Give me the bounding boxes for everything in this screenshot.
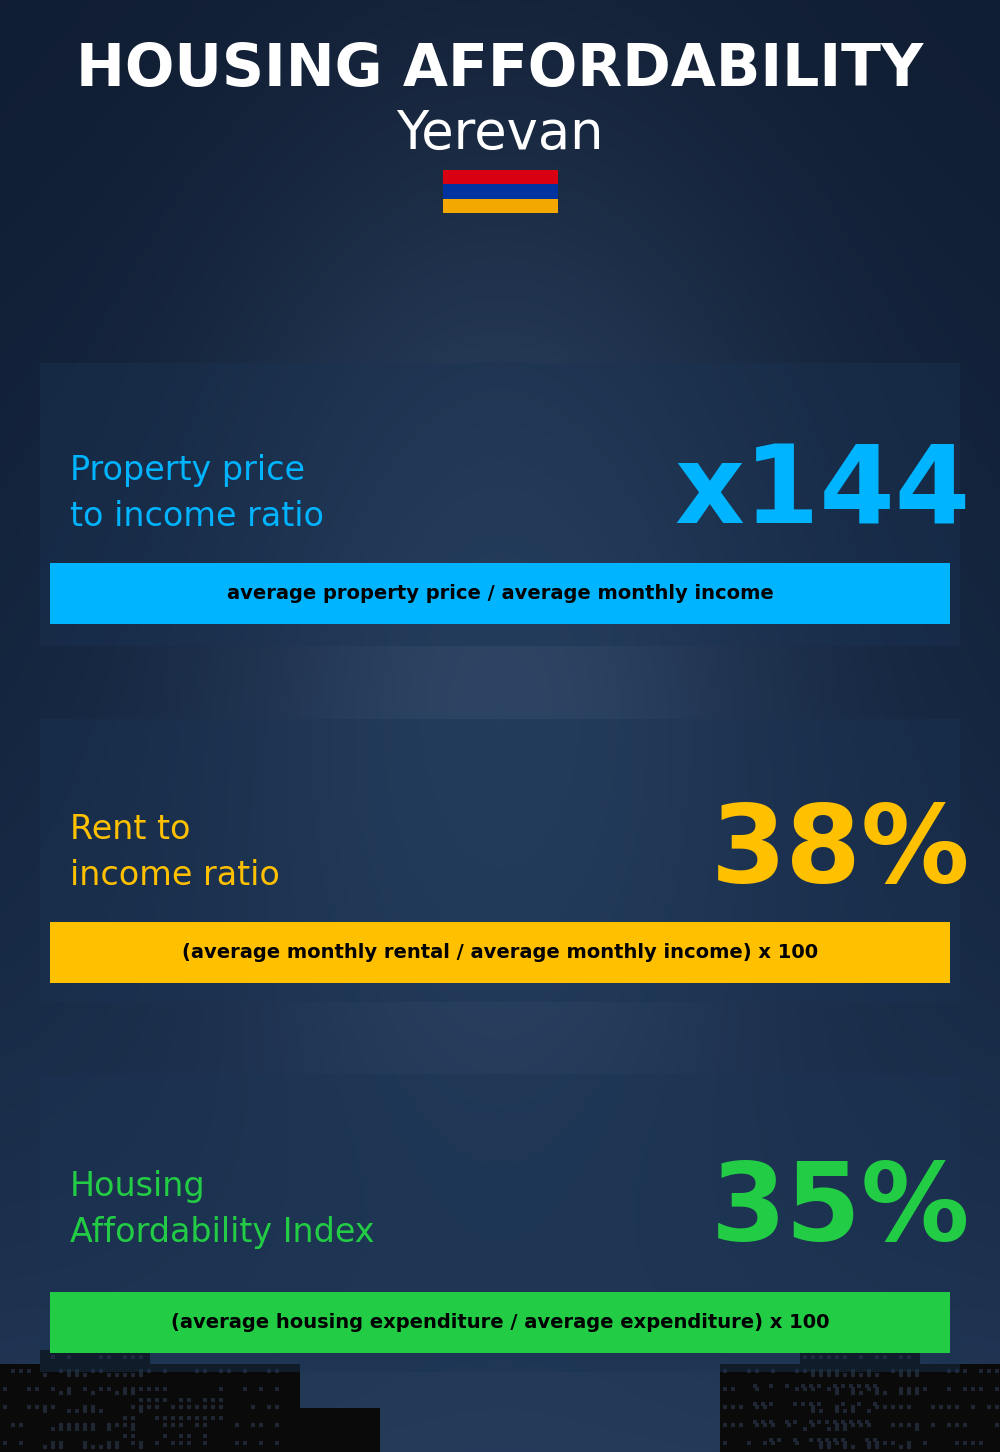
Bar <box>40 719 960 1002</box>
Text: 35%: 35% <box>710 1156 970 1263</box>
Bar <box>40 363 960 646</box>
Text: Yerevan: Yerevan <box>396 107 604 160</box>
Text: HOUSING AFFORDABILITY: HOUSING AFFORDABILITY <box>76 41 924 99</box>
Bar <box>50 922 950 983</box>
Bar <box>442 184 558 199</box>
Text: (average housing expenditure / average expenditure) x 100: (average housing expenditure / average e… <box>171 1313 829 1333</box>
Text: Property price
to income ratio: Property price to income ratio <box>70 454 324 533</box>
Text: Housing
Affordability Index: Housing Affordability Index <box>70 1170 374 1249</box>
Text: 38%: 38% <box>710 799 970 906</box>
Text: average property price / average monthly income: average property price / average monthly… <box>227 584 773 604</box>
Bar <box>50 563 950 624</box>
Bar <box>442 199 558 213</box>
Bar <box>40 1074 960 1372</box>
Text: Rent to
income ratio: Rent to income ratio <box>70 813 280 892</box>
Bar <box>50 1292 950 1353</box>
Text: (average monthly rental / average monthly income) x 100: (average monthly rental / average monthl… <box>182 942 818 963</box>
Text: x144: x144 <box>674 440 970 547</box>
Bar <box>442 170 558 184</box>
